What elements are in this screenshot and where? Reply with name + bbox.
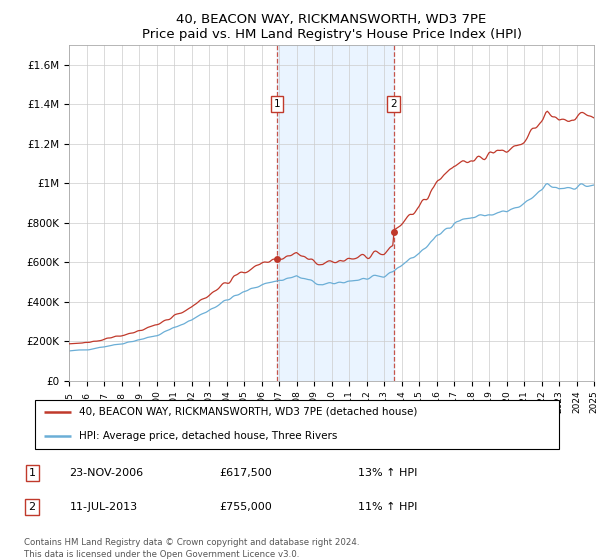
Text: Contains HM Land Registry data © Crown copyright and database right 2024.
This d: Contains HM Land Registry data © Crown c… [24, 538, 359, 559]
Text: £755,000: £755,000 [220, 502, 272, 512]
Text: 1: 1 [29, 468, 35, 478]
Text: HPI: Average price, detached house, Three Rivers: HPI: Average price, detached house, Thre… [79, 431, 337, 441]
Title: 40, BEACON WAY, RICKMANSWORTH, WD3 7PE
Price paid vs. HM Land Registry's House P: 40, BEACON WAY, RICKMANSWORTH, WD3 7PE P… [142, 13, 521, 41]
Text: 23-NOV-2006: 23-NOV-2006 [70, 468, 144, 478]
Text: 1: 1 [274, 99, 281, 109]
Text: 11-JUL-2013: 11-JUL-2013 [70, 502, 138, 512]
Text: 2: 2 [391, 99, 397, 109]
Text: 2: 2 [29, 502, 36, 512]
Text: 13% ↑ HPI: 13% ↑ HPI [358, 468, 417, 478]
Text: 11% ↑ HPI: 11% ↑ HPI [358, 502, 417, 512]
Text: 40, BEACON WAY, RICKMANSWORTH, WD3 7PE (detached house): 40, BEACON WAY, RICKMANSWORTH, WD3 7PE (… [79, 407, 417, 417]
Text: £617,500: £617,500 [220, 468, 272, 478]
FancyBboxPatch shape [35, 400, 559, 449]
Bar [277, 45, 394, 381]
